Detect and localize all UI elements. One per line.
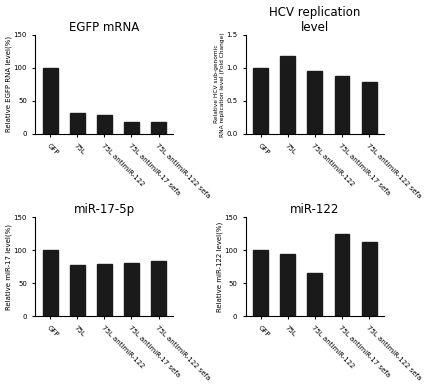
Bar (280, 56, 295, 134)
Bar (43, 250, 58, 316)
Bar (151, 122, 166, 134)
Bar (151, 262, 166, 316)
Bar (280, 253, 295, 316)
Bar (334, 75, 349, 134)
Y-axis label: Relative miR-122 level(%): Relative miR-122 level(%) (216, 222, 223, 312)
Bar (97, 264, 112, 316)
Bar (362, 242, 377, 316)
Bar (124, 264, 139, 316)
Title: miR-122: miR-122 (290, 203, 340, 216)
Bar (97, 115, 112, 134)
Bar (308, 71, 322, 134)
Bar (70, 265, 85, 316)
Bar (334, 234, 349, 316)
Bar (253, 68, 268, 134)
Bar (308, 273, 322, 316)
Title: HCV replication
level: HCV replication level (269, 5, 361, 34)
Bar (70, 113, 85, 134)
Y-axis label: Relative miR-17 level(%): Relative miR-17 level(%) (6, 224, 12, 310)
Y-axis label: Relative HCV sub-genomic
RNA replication level (Fold Change): Relative HCV sub-genomic RNA replication… (214, 32, 225, 137)
Title: EGFP mRNA: EGFP mRNA (69, 21, 139, 34)
Bar (253, 250, 268, 316)
Bar (124, 122, 139, 134)
Title: miR-17-5p: miR-17-5p (74, 203, 135, 216)
Bar (362, 82, 377, 134)
Y-axis label: Relative EGFP RNA level(%): Relative EGFP RNA level(%) (6, 36, 12, 132)
Bar (43, 68, 58, 134)
